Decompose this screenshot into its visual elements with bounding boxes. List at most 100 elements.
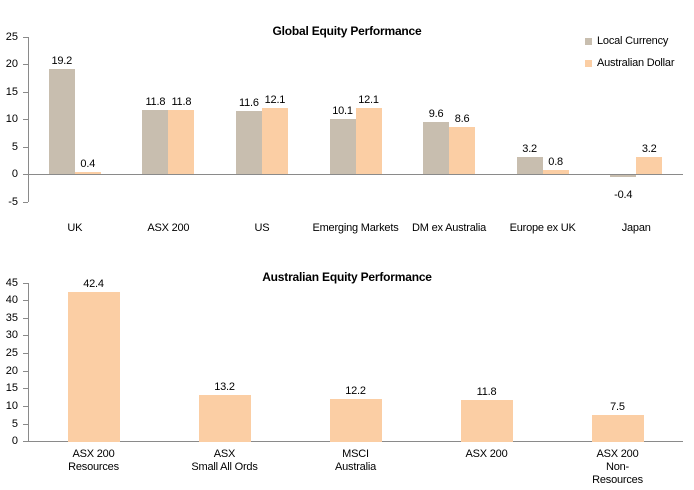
- bar-australian-dollar: [591, 415, 644, 442]
- global-equity-chart: Global Equity Performance Local Currency…: [6, 24, 683, 234]
- y-tick-label: 35: [5, 311, 18, 324]
- category-label: ASX 200: [465, 447, 508, 460]
- y-axis-tick: [23, 36, 28, 38]
- data-label: 3.2: [522, 142, 537, 155]
- category-label: US: [254, 222, 270, 234]
- bar-australian-dollar: [74, 172, 101, 175]
- bar-local-currency: [423, 121, 450, 175]
- data-label: 12.1: [264, 93, 286, 106]
- data-label: 12.1: [358, 93, 379, 106]
- y-tick-label: 20: [5, 364, 18, 377]
- chart-title: Australian Equity Performance: [262, 270, 432, 284]
- bar-local-currency: [235, 110, 262, 175]
- y-axis-tick: [23, 300, 28, 302]
- data-label: 42.4: [83, 278, 104, 291]
- y-tick-label: 15: [5, 85, 18, 98]
- x-axis-line: [28, 441, 683, 443]
- bar-local-currency: [516, 156, 543, 175]
- category-label: ASX 200 Resources: [68, 447, 119, 473]
- y-axis-tick: [23, 370, 28, 372]
- y-axis-tick: [23, 388, 28, 390]
- data-label: 3.2: [641, 142, 657, 155]
- category-label: DM ex Australia: [412, 222, 487, 234]
- y-axis-tick: [23, 64, 28, 65]
- bar-australian-dollar: [636, 156, 663, 175]
- y-tick-label: 25: [5, 347, 18, 360]
- category-label: Europe ex UK: [509, 222, 576, 234]
- data-label: 8.6: [454, 113, 470, 126]
- data-label: 10.1: [332, 104, 353, 117]
- bar-local-currency: [142, 109, 169, 175]
- y-axis-tick: [23, 406, 28, 408]
- plot-area: -5 0 5 10 15 20 25 19.2 0.4 UK 11.8 11.8 ASX 200 11.6…: [6, 31, 683, 234]
- bar-local-currency: [610, 175, 637, 178]
- bar-australian-dollar: [460, 400, 513, 442]
- chart-title: Global Equity Performance: [272, 24, 422, 38]
- legend-swatch-icon: [585, 60, 592, 67]
- legend-swatch-icon: [585, 38, 592, 45]
- y-axis-tick: [23, 201, 28, 203]
- y-tick-label: 0: [11, 168, 18, 180]
- data-label: 12.2: [345, 384, 366, 397]
- y-tick-label: 5: [11, 417, 18, 430]
- y-axis-tick: [23, 119, 28, 120]
- data-label: 0.8: [548, 156, 563, 169]
- y-tick-label: 40: [5, 294, 18, 307]
- category-label: UK: [67, 222, 83, 234]
- y-tick-label: -5: [8, 195, 18, 208]
- bar-australian-dollar: [261, 107, 288, 175]
- legend: Local Currency Australian Dollar: [585, 35, 675, 79]
- category-label: ASX 200 Non- Resources: [592, 447, 643, 486]
- legend-label: Australian Dollar: [597, 57, 675, 69]
- data-label: 0.4: [80, 158, 96, 171]
- category-label: MSCI Australia: [335, 447, 376, 473]
- legend-label: Local Currency: [597, 35, 669, 47]
- y-tick-label: 25: [5, 30, 18, 43]
- y-axis-line: [28, 283, 29, 442]
- data-label: 19.2: [51, 54, 73, 67]
- australian-equity-chart: Australian Equity Performance 0 5 10 15 20 25…: [0, 245, 694, 490]
- bar-australian-dollar: [542, 170, 569, 175]
- bar-local-currency: [48, 68, 75, 175]
- y-axis-tick: [23, 282, 28, 284]
- y-axis-tick: [23, 146, 28, 148]
- bar-australian-dollar: [355, 107, 382, 175]
- y-tick-label: 15: [5, 382, 18, 395]
- y-axis-tick: [23, 441, 28, 443]
- bar-australian-dollar: [198, 395, 251, 442]
- data-label: 11.8: [476, 386, 497, 399]
- y-tick-label: 20: [5, 58, 18, 70]
- bar-australian-dollar: [329, 398, 382, 442]
- data-label: 7.5: [610, 401, 625, 414]
- y-axis-tick: [23, 174, 28, 175]
- y-tick-label: 10: [5, 400, 18, 413]
- y-tick-label: 5: [11, 140, 18, 153]
- x-axis-line: [28, 174, 683, 175]
- y-axis-tick: [23, 91, 28, 93]
- category-label: Japan: [621, 222, 651, 234]
- bar-australian-dollar: [449, 127, 476, 175]
- y-axis-tick: [23, 423, 28, 425]
- y-axis-tick: [23, 317, 28, 319]
- y-tick-label: 10: [5, 113, 18, 125]
- y-tick-label: 45: [5, 276, 18, 289]
- y-tick-label: 30: [5, 329, 18, 342]
- data-label: 11.8: [145, 95, 166, 108]
- category-label: ASX Small All Ords: [191, 447, 258, 473]
- category-label: ASX 200: [147, 222, 190, 234]
- data-label: 13.2: [214, 381, 235, 394]
- y-axis-tick: [23, 335, 28, 337]
- bar-australian-dollar: [168, 109, 195, 175]
- y-tick-label: 0: [11, 435, 18, 448]
- data-label: 11.6: [239, 96, 259, 109]
- category-label: Emerging Markets: [312, 222, 399, 234]
- bar-australian-dollar: [67, 292, 120, 442]
- y-axis-line: [28, 37, 29, 202]
- legend-item: Australian Dollar: [585, 57, 675, 70]
- legend-item: Local Currency: [585, 35, 674, 48]
- data-label: 9.6: [428, 107, 444, 120]
- y-axis-tick: [23, 353, 28, 355]
- plot-area: 0 5 10 15 20 25 30 35 40 45 42.4 ASX 200 Resources 1…: [6, 277, 683, 486]
- data-label: 11.8: [171, 95, 192, 108]
